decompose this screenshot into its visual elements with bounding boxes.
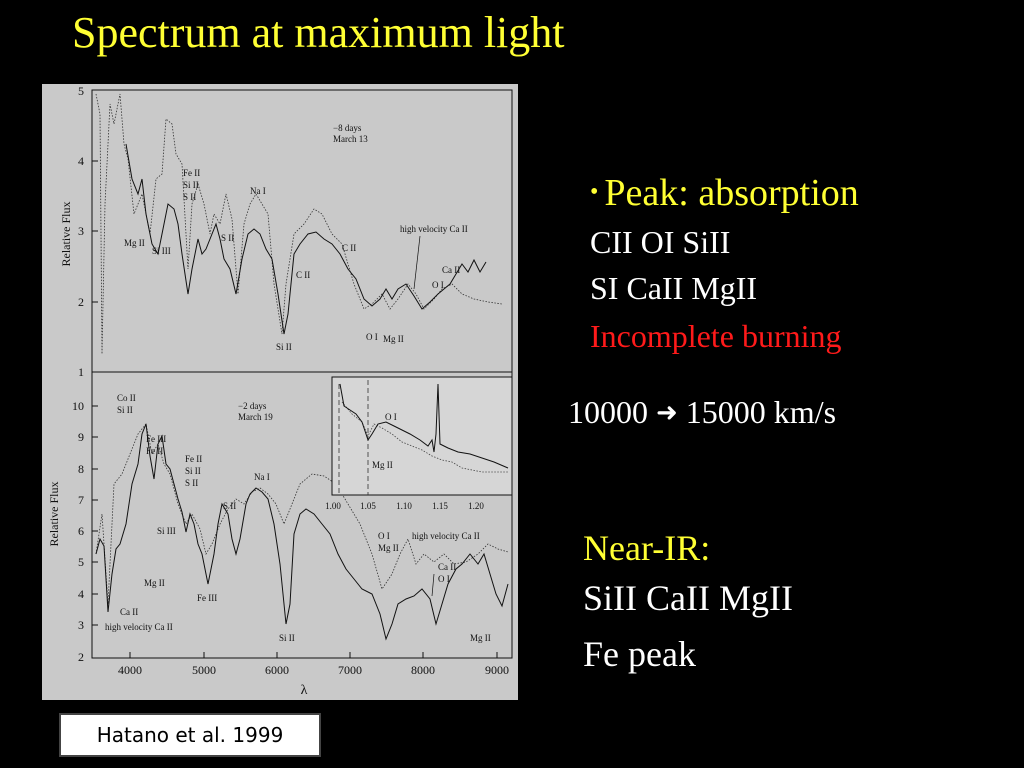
top-ylabel: Relative Flux	[59, 202, 73, 267]
line-label: Co II	[117, 393, 136, 403]
line-label: Mg II	[470, 633, 491, 643]
line-label: Mg II	[144, 578, 165, 588]
peak-line-2: SI CaII MgII	[590, 270, 758, 306]
bottom-date-label: March 19	[238, 412, 273, 422]
top-epoch-label: −8 days	[333, 123, 362, 133]
near-ir-heading: Near-IR:	[583, 528, 711, 568]
velocity-from: 10000	[568, 394, 648, 430]
peak-line-1: CII OI SiII	[590, 224, 731, 260]
line-label: Ca II	[442, 265, 460, 275]
inset-xtick: 1.05	[360, 501, 376, 511]
bottom-epoch-label: −2 days	[238, 401, 267, 411]
line-label: Si II	[279, 633, 295, 643]
inset-panel: O I Mg II 1.00 1.05 1.10 1.15 1.20	[325, 376, 513, 511]
line-label: C II	[296, 270, 310, 280]
line-label: Fe III	[146, 434, 166, 444]
line-label: O I	[378, 531, 390, 541]
bottom-ytick: 7	[78, 493, 84, 507]
bottom-ytick: 8	[78, 462, 84, 476]
line-label: C II	[342, 243, 356, 253]
bottom-ytick: 9	[78, 430, 84, 444]
line-label: Fe II	[146, 446, 163, 456]
velocity-range: 10000 ➜ 15000 km/s	[568, 394, 836, 430]
line-label: high velocity Ca II	[105, 622, 173, 632]
line-label: Si III	[157, 526, 176, 536]
line-label: O I	[432, 280, 444, 290]
inset-xtick: 1.20	[468, 501, 484, 511]
inset-label: Mg II	[372, 460, 393, 470]
bottom-ytick: 10	[72, 399, 84, 413]
line-label: Si II	[117, 405, 133, 415]
peak-line-3: Incomplete burning	[590, 318, 842, 354]
top-date-label: March 13	[333, 134, 368, 144]
line-label: S II	[185, 478, 198, 488]
line-label: high velocity Ca II	[412, 531, 480, 541]
line-label: Si II	[183, 180, 199, 190]
line-label: high velocity Ca II	[400, 224, 468, 234]
x-tick: 9000	[485, 663, 509, 677]
top-panel: 5 4 3 2 1 Relative Flux −8 days March 13…	[59, 84, 513, 379]
line-label: Mg II	[383, 334, 404, 344]
x-axis-label: λ	[301, 683, 308, 698]
bottom-ylabel: Relative Flux	[47, 482, 61, 547]
line-label: Mg II	[378, 543, 399, 553]
line-label: Fe II	[183, 168, 200, 178]
figure-credit: Hatano et al. 1999	[59, 713, 321, 757]
line-label: O I	[438, 574, 450, 584]
bottom-ytick: 4	[78, 587, 84, 601]
line-label: O I	[366, 332, 378, 342]
line-label: Fe III	[197, 593, 217, 603]
top-ytick: 4	[78, 154, 84, 168]
spectrum-figure: 5 4 3 2 1 Relative Flux −8 days March 13…	[42, 84, 518, 700]
line-label: S II	[223, 501, 236, 511]
peak-heading-text: Peak: absorption	[604, 172, 859, 214]
bullet-icon: •	[590, 179, 599, 205]
line-label: Si II	[276, 342, 292, 352]
x-tick: 5000	[192, 663, 216, 677]
inset-label: O I	[385, 412, 397, 422]
top-ytick: 1	[78, 365, 84, 379]
inset-xtick: 1.00	[325, 501, 341, 511]
bottom-ytick: 6	[78, 524, 84, 538]
near-ir-line-1: SiII CaII MgII	[583, 578, 793, 618]
near-ir-line-2: Fe peak	[583, 634, 696, 674]
line-label: Na I	[254, 472, 270, 482]
line-label: Mg II	[124, 238, 145, 248]
slide-title: Spectrum at maximum light	[72, 8, 565, 57]
inset-xtick: 1.10	[396, 501, 412, 511]
top-ytick: 2	[78, 295, 84, 309]
line-label: S II	[183, 192, 196, 202]
bottom-ytick: 5	[78, 555, 84, 569]
top-ytick: 3	[78, 224, 84, 238]
top-ytick: 5	[78, 84, 84, 98]
bottom-ytick: 2	[78, 650, 84, 664]
line-label: Si II	[185, 466, 201, 476]
right-arrow-icon: ➜	[656, 398, 678, 428]
x-tick: 8000	[411, 663, 435, 677]
line-label: Fe II	[185, 454, 202, 464]
bottom-panel: 10 9 8 7 6 5 4 3 2 Relative Flux 4000 50…	[47, 371, 513, 698]
line-label: Ca II	[120, 607, 138, 617]
x-tick: 7000	[338, 663, 362, 677]
x-tick: 4000	[118, 663, 142, 677]
line-label: Na I	[250, 186, 266, 196]
line-label: Ca II	[438, 562, 456, 572]
line-label: S II	[221, 233, 234, 243]
velocity-to: 15000 km/s	[685, 394, 837, 430]
x-tick: 6000	[265, 663, 289, 677]
line-label: Si III	[152, 246, 171, 256]
peak-heading: • Peak: absorption	[590, 172, 859, 215]
inset-xtick: 1.15	[432, 501, 448, 511]
bottom-ytick: 3	[78, 618, 84, 632]
